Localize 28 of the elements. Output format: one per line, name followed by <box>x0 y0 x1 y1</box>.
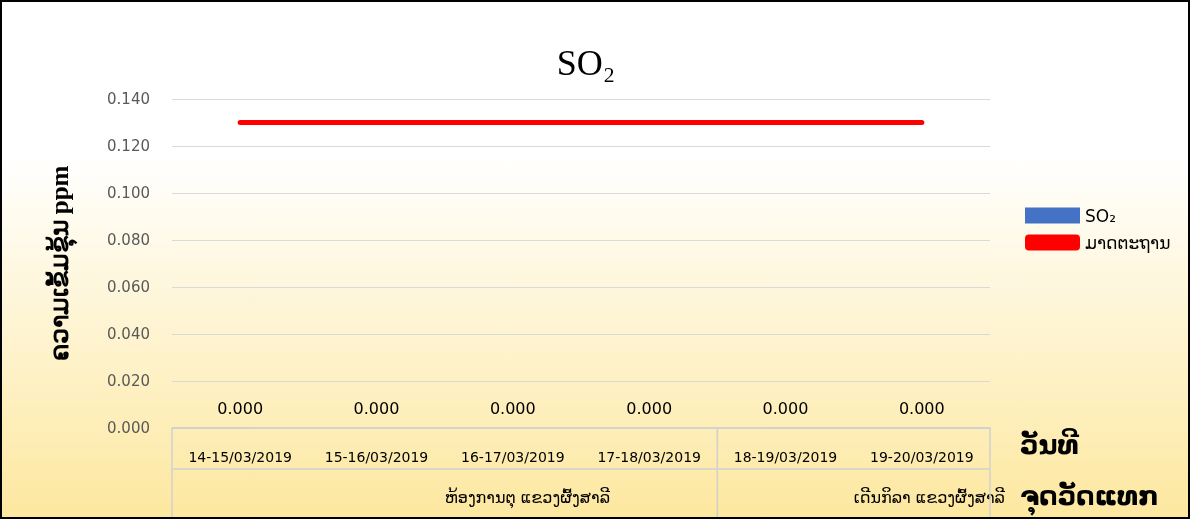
x-tick-label: 16-17/03/2019 <box>461 449 565 465</box>
data-label: 0.000 <box>489 398 536 418</box>
y-tick-label: 0.000 <box>107 419 150 437</box>
chart-title: SO₂ <box>556 43 616 83</box>
y-tick-label: 0.120 <box>107 137 150 155</box>
x-tick-label: 14-15/03/2019 <box>188 449 292 465</box>
y-tick-label: 0.020 <box>107 372 150 390</box>
legend-label: SO₂ <box>1085 205 1116 226</box>
data-label: 0.000 <box>217 398 264 418</box>
text: ເດີນກິລາ ແຂວງຜົ້ງສາລີ <box>853 487 1005 507</box>
text: ຫ້ອງການຕຸ ແຂວງຜົ້ງສາລີ <box>444 487 611 509</box>
y-tick-label: 0.080 <box>107 231 150 249</box>
y-tick-label: 0.060 <box>107 278 150 296</box>
legend-label: ມາດຕະຖານ <box>1085 232 1171 253</box>
data-label: 0.000 <box>626 398 673 418</box>
x-tick-label: 19-20/03/2019 <box>870 449 974 465</box>
y-tick-label: 0.040 <box>107 325 150 343</box>
y-tick-label: 0.100 <box>107 184 150 202</box>
data-label: 0.000 <box>898 398 945 418</box>
data-label: 0.000 <box>762 398 809 418</box>
data-label: 0.000 <box>353 398 400 418</box>
x-tick-label: 17-18/03/2019 <box>597 449 701 465</box>
x-tick-label: 18-19/03/2019 <box>733 449 838 465</box>
x-axis-title: ວັນທີ <box>1020 428 1080 460</box>
y-axis-title: ຄວາມເຂັ້ມຂຸ້ນ ppm <box>45 165 78 362</box>
text: ຈຸດວັດແທກ <box>1020 481 1159 516</box>
x-tick-label: 15-16/03/2019 <box>324 449 429 465</box>
y-tick-label: 0.140 <box>107 90 150 108</box>
